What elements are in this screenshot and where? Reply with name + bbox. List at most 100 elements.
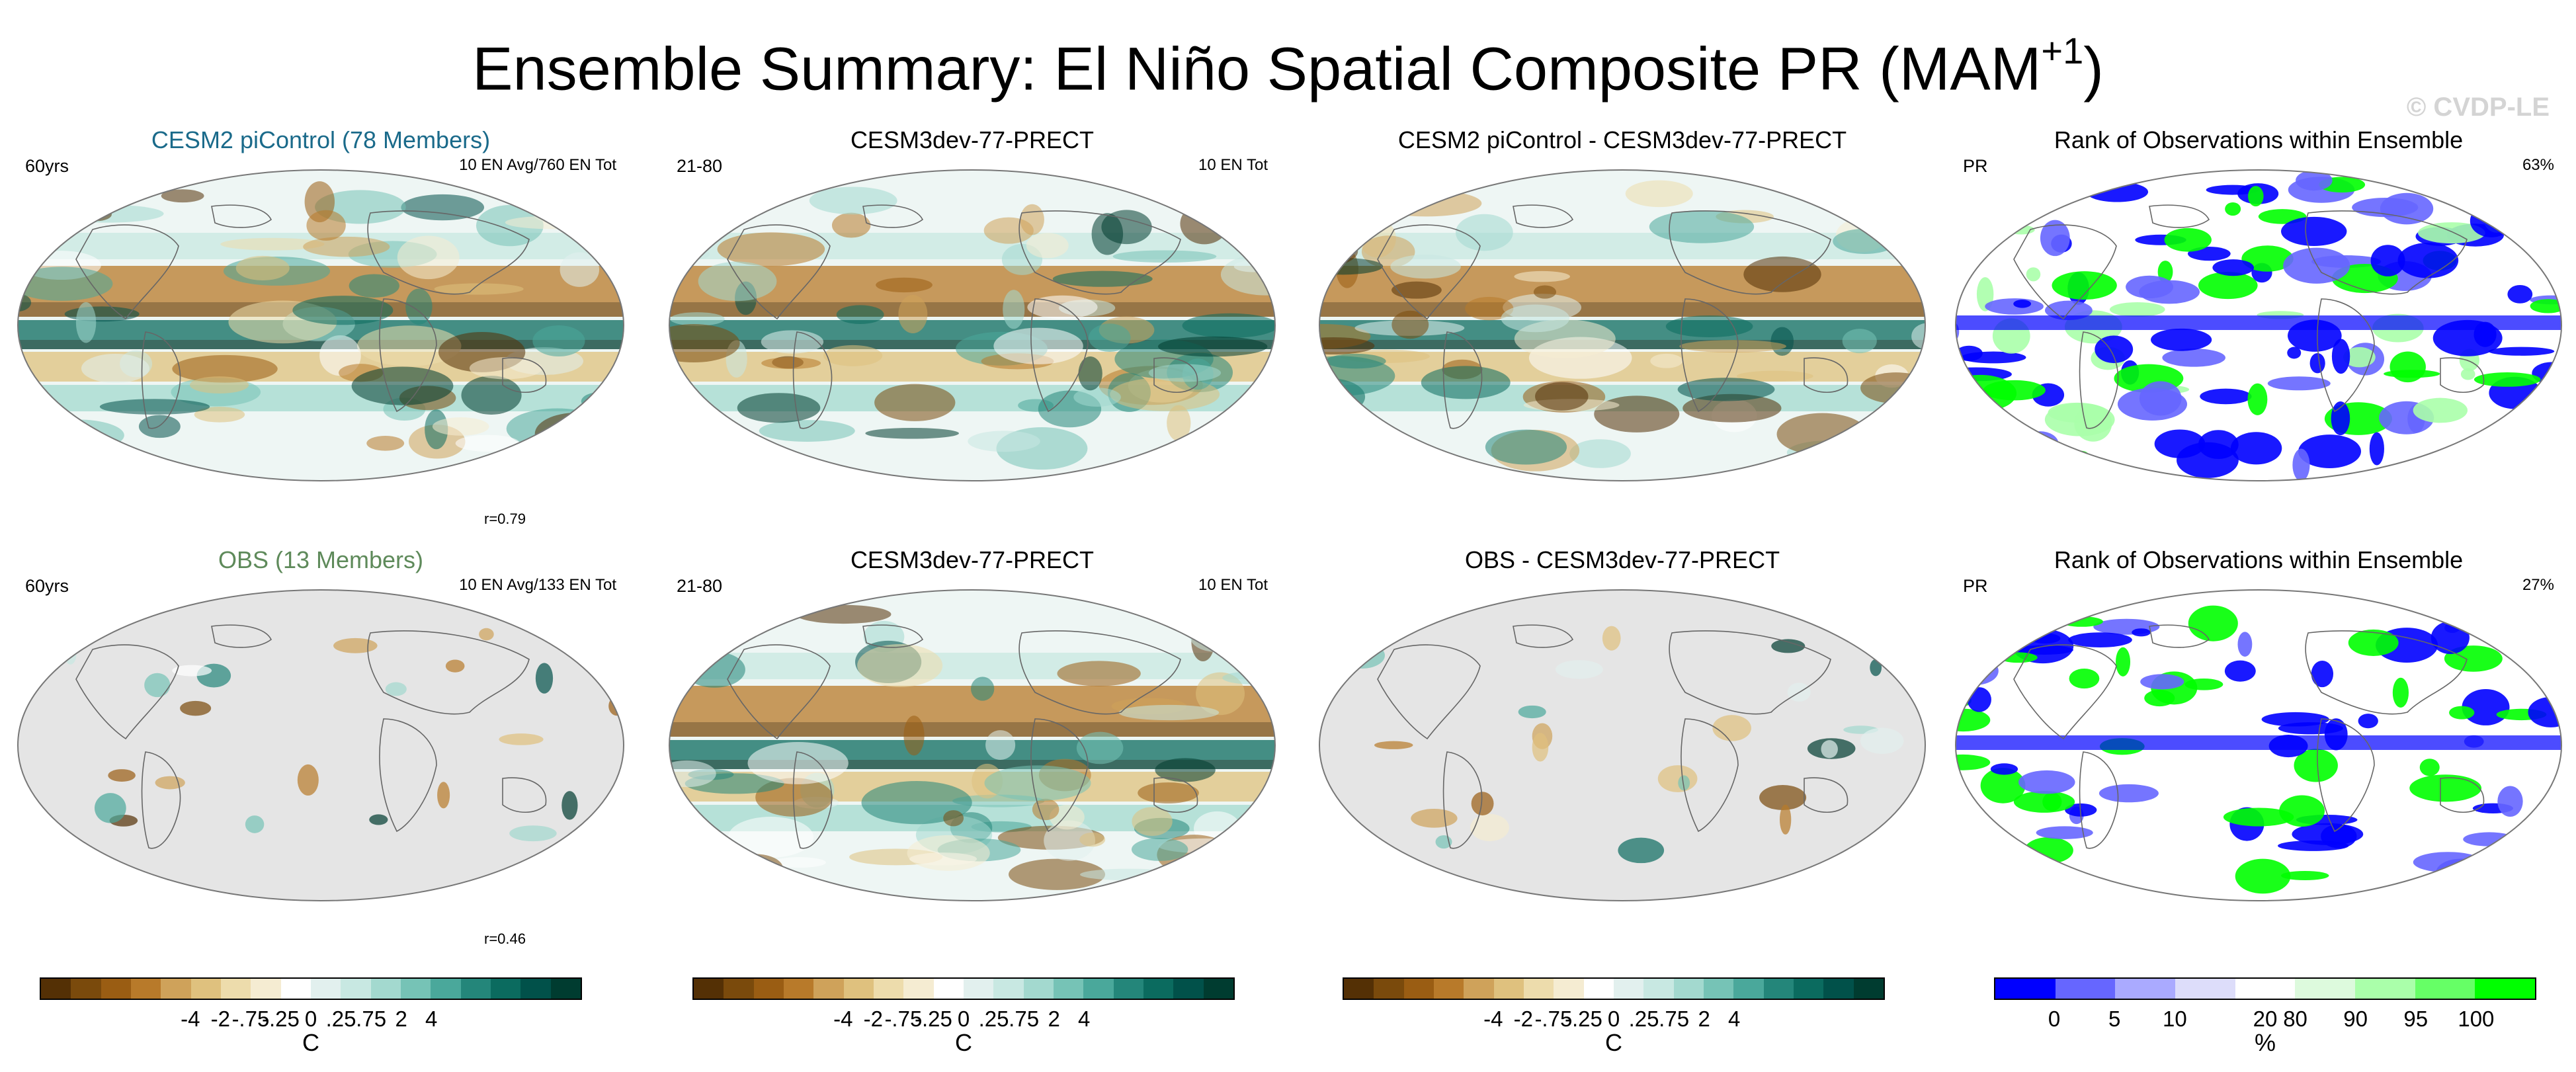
anomaly-patch xyxy=(865,427,959,439)
figure-title-main: Ensemble Summary: El Niño Spatial Compos… xyxy=(472,35,2042,103)
colorbar-tick-label: .75 xyxy=(1659,1007,1690,1031)
coastline xyxy=(379,718,437,833)
colorbar-swatch xyxy=(1853,979,1884,999)
rank-patch xyxy=(2188,605,2238,641)
rank-patch xyxy=(2528,696,2561,727)
anomaly-patch xyxy=(1862,423,1925,452)
rank-patch xyxy=(2423,454,2473,480)
rank-patch xyxy=(2384,370,2440,378)
rank-patch xyxy=(1956,227,1984,265)
anomaly-patch xyxy=(898,294,928,334)
coastline xyxy=(141,751,181,849)
anomaly-patch xyxy=(1514,270,1570,282)
rank-patch xyxy=(2071,450,2091,466)
rank-patch xyxy=(1983,380,2046,401)
anomaly-patch xyxy=(1501,304,1570,333)
anomaly-patch xyxy=(18,267,113,301)
colorbar-swatch xyxy=(1374,979,1404,999)
colorbar-tick-label: 2 xyxy=(1698,1007,1710,1031)
rank-patch xyxy=(2098,784,2159,803)
anomaly-patch xyxy=(1076,731,1124,764)
anomaly-patch xyxy=(1032,798,1059,821)
colorbar-swatch xyxy=(903,979,934,999)
panel-period-label: 60yrs xyxy=(25,156,69,176)
anomaly-patch xyxy=(761,357,821,369)
anomaly-patch xyxy=(1189,620,1240,652)
rank-patch xyxy=(2493,864,2535,901)
anomaly-patch xyxy=(434,283,524,295)
colorbar-swatch xyxy=(520,979,551,999)
anomaly-patch xyxy=(903,716,925,756)
map-diff-top xyxy=(1319,169,1926,481)
coastline xyxy=(1442,331,1483,429)
colorbar-tick-label: 0 xyxy=(304,1007,317,1031)
colorbar-tick-labels: 0 5 10 20 80 90 95 100 xyxy=(1994,1007,2536,1033)
colorbar-swatch xyxy=(490,979,521,999)
anomaly-patch xyxy=(469,357,542,380)
colorbar-swatch xyxy=(1554,979,1584,999)
colorbar-swatch xyxy=(1203,979,1233,999)
anomaly-patch xyxy=(985,730,1016,760)
anomaly-patch xyxy=(761,330,824,354)
anomaly-patch xyxy=(1842,329,1877,354)
rank-patch xyxy=(1956,412,2007,434)
colorbar-swatch xyxy=(1083,979,1114,999)
rank-patch xyxy=(2248,186,2264,207)
anomaly-patch xyxy=(1319,356,1395,396)
anomaly-patch xyxy=(509,825,557,842)
anomaly-patch xyxy=(534,413,618,455)
anomaly-patch xyxy=(1248,815,1275,858)
anomaly-patch xyxy=(445,659,465,673)
coastline xyxy=(2149,624,2210,648)
colorbar-swatch xyxy=(341,979,371,999)
rank-patch xyxy=(2013,791,2075,813)
colorbar-swatch xyxy=(1613,979,1644,999)
figure-title: Ensemble Summary: El Niño Spatial Compos… xyxy=(0,20,2576,106)
colorbar-anomaly-3: -4 -2 -.75 -.25 0 .25.75 2 4 C xyxy=(1343,977,1898,1057)
anomaly-patch xyxy=(580,436,624,476)
colorbar-swatch xyxy=(1733,979,1764,999)
anomaly-patch xyxy=(1743,256,1821,292)
anomaly-patch xyxy=(1235,821,1260,837)
colorbar-swatch xyxy=(873,979,904,999)
anomaly-patch xyxy=(64,306,140,322)
panel-title: CESM3dev-77-PRECT xyxy=(850,126,1095,153)
anomaly-patch xyxy=(1078,356,1102,391)
anomaly-patch xyxy=(608,804,624,835)
panel-variable-label: PR xyxy=(1963,156,1988,176)
rank-patch xyxy=(2223,807,2294,827)
colorbar-tick-label: 0 xyxy=(957,1007,970,1031)
panel-diff-top: CESM2 piControl - CESM3dev-77-PRECT xyxy=(1315,126,1930,549)
anomaly-patch xyxy=(397,235,460,280)
anomaly-band xyxy=(669,722,1275,737)
anomaly-patch xyxy=(983,217,1034,244)
colorbar-tick-label: 4 xyxy=(1078,1007,1091,1031)
anomaly-patch xyxy=(970,677,995,701)
anomaly-patch xyxy=(52,204,164,223)
anomaly-patch xyxy=(1180,203,1229,245)
rank-patch xyxy=(2279,795,2325,827)
anomaly-patch xyxy=(172,665,212,677)
anomaly-patch xyxy=(684,189,713,221)
map-cesm3dev-top xyxy=(669,169,1276,481)
anomaly-patch xyxy=(292,296,394,325)
rank-patch xyxy=(2095,335,2134,364)
colorbar-swatch xyxy=(1433,979,1464,999)
rank-patch xyxy=(2292,448,2310,481)
anomaly-patch xyxy=(1569,439,1631,468)
colorbar-swatch xyxy=(1523,979,1554,999)
colorbar-tick-labels: -4 -2 -.75 -.25 0 .25.75 2 4 xyxy=(1343,1007,1885,1033)
rank-patch xyxy=(2294,749,2338,782)
map-border xyxy=(17,169,624,481)
colorbar-tick-label: -4 xyxy=(833,1007,853,1031)
anomaly-patch xyxy=(1027,295,1098,319)
colorbar-swatch xyxy=(1143,979,1174,999)
rank-patch xyxy=(1956,345,1983,362)
rank-patch xyxy=(2277,840,2349,851)
rank-equatorial-band xyxy=(1956,315,2561,330)
anomaly-patch xyxy=(505,216,601,229)
colorbar-swatch xyxy=(2235,979,2296,999)
anomaly-patch xyxy=(726,199,753,222)
colorbar-boxes xyxy=(1343,977,1885,1000)
anomaly-patch xyxy=(1131,837,1188,861)
